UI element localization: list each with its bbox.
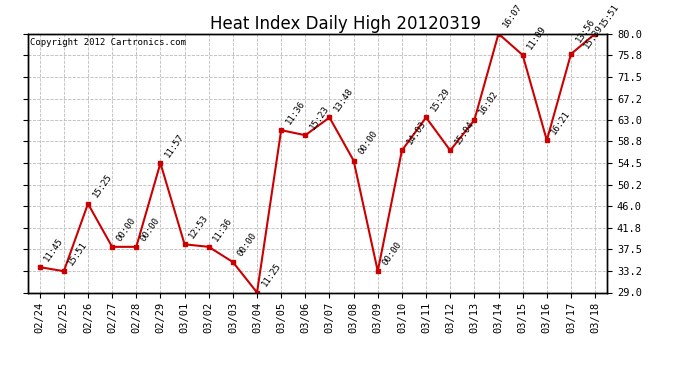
- Text: 00:00: 00:00: [236, 231, 259, 258]
- Text: 00:00: 00:00: [381, 240, 404, 267]
- Text: 16:07: 16:07: [502, 2, 524, 30]
- Text: 11:09: 11:09: [526, 24, 549, 51]
- Text: 14:03: 14:03: [405, 119, 428, 146]
- Text: 15:29: 15:29: [429, 86, 452, 113]
- Text: 16:21: 16:21: [550, 109, 573, 136]
- Text: 16:02: 16:02: [477, 88, 500, 116]
- Text: 11:45: 11:45: [43, 236, 66, 263]
- Text: Heat Index Daily High 20120319: Heat Index Daily High 20120319: [210, 15, 480, 33]
- Text: 15:51: 15:51: [598, 2, 621, 30]
- Text: 12:53: 12:53: [188, 213, 210, 240]
- Text: 15:25: 15:25: [91, 172, 114, 200]
- Text: 15:04: 15:04: [453, 119, 476, 146]
- Text: 11:57: 11:57: [164, 132, 186, 159]
- Text: 00:00: 00:00: [115, 216, 138, 243]
- Text: 11:36: 11:36: [284, 99, 307, 126]
- Text: 13:48: 13:48: [333, 86, 355, 113]
- Text: Copyright 2012 Cartronics.com: Copyright 2012 Cartronics.com: [30, 38, 186, 46]
- Text: 15:51: 15:51: [67, 240, 90, 267]
- Text: 11:36: 11:36: [212, 216, 235, 243]
- Text: 11:25: 11:25: [260, 261, 283, 288]
- Text: 00:00: 00:00: [139, 216, 162, 243]
- Text: 13:56
15:39: 13:56 15:39: [574, 17, 605, 50]
- Text: 15:23: 15:23: [308, 104, 331, 131]
- Text: 00:00: 00:00: [357, 129, 380, 156]
